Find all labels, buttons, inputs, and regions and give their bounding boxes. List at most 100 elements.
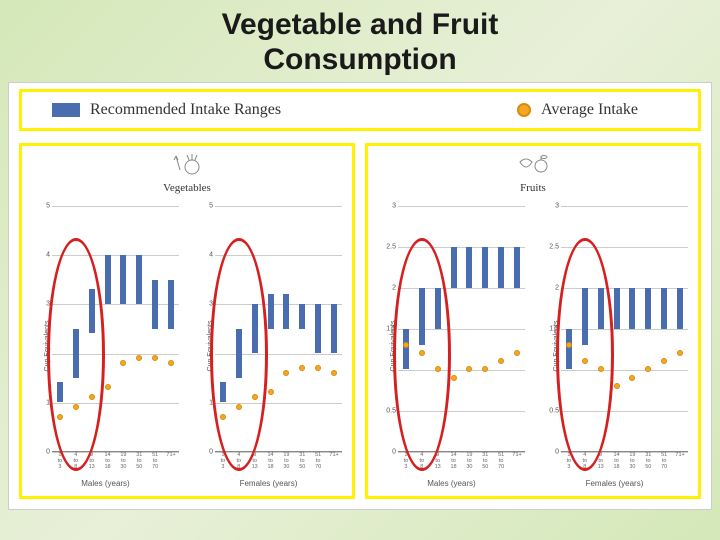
average-dot <box>498 358 504 364</box>
y-tick: 5 <box>40 203 50 210</box>
x-tick-label: 31 to 50 <box>640 452 656 470</box>
x-tick-label: 4 to 8 <box>231 452 247 470</box>
y-tick: 2.5 <box>386 244 396 251</box>
y-tick: 5 <box>203 203 213 210</box>
average-dot <box>677 350 683 356</box>
x-tick-label: 19 to 30 <box>462 452 478 470</box>
y-tick: 0.5 <box>386 408 396 415</box>
average-dot <box>252 394 258 400</box>
x-tick-label: 51 to 70 <box>493 452 509 470</box>
y-tick: 4 <box>40 252 50 259</box>
x-tick-label: 14 to 18 <box>609 452 625 470</box>
x-labels: 1 to 34 to 89 to 1314 to 1819 to 3031 to… <box>398 452 525 470</box>
plot-area <box>215 206 342 452</box>
average-dot <box>582 358 588 364</box>
average-dot <box>268 389 274 395</box>
x-tick-label: 71+ <box>163 452 179 470</box>
y-tick: 2 <box>203 350 213 357</box>
legend-average-label: Average Intake <box>541 101 638 119</box>
average-dot <box>236 404 242 410</box>
average-dot <box>466 366 472 372</box>
range-bar <box>89 289 95 333</box>
x-axis-title: Females (years) <box>535 479 694 488</box>
x-tick-label: 1 to 3 <box>52 452 68 470</box>
plot-area <box>561 206 688 452</box>
x-tick-label: 4 to 8 <box>68 452 84 470</box>
x-tick-label: 9 to 13 <box>430 452 446 470</box>
y-axis-label: Cup Equivalents <box>44 321 51 372</box>
range-bar <box>466 247 472 288</box>
x-tick-label: 31 to 50 <box>477 452 493 470</box>
x-tick-label: 71+ <box>326 452 342 470</box>
average-dot <box>419 350 425 356</box>
y-tick: 1 <box>40 399 50 406</box>
y-tick: 3 <box>203 301 213 308</box>
average-dot <box>73 404 79 410</box>
x-tick-label: 71+ <box>509 452 525 470</box>
range-bar <box>614 288 620 329</box>
range-bar <box>677 288 683 329</box>
range-bar <box>315 304 321 353</box>
range-bar <box>566 329 572 370</box>
y-tick: 1 <box>386 367 396 374</box>
x-tick-label: 4 to 8 <box>577 452 593 470</box>
y-tick: 0 <box>40 449 50 456</box>
panel-row: VegetablesCup Equivalents0123451 to 34 t… <box>19 143 701 499</box>
range-bar <box>419 288 425 345</box>
highlight-ellipse <box>556 238 614 471</box>
legend-recommended-label: Recommended Intake Ranges <box>90 101 281 119</box>
range-bar <box>661 288 667 329</box>
range-bar <box>645 288 651 329</box>
x-tick-label: 51 to 70 <box>310 452 326 470</box>
y-tick: 1.5 <box>386 326 396 333</box>
range-bar <box>252 304 258 353</box>
range-bar <box>451 247 457 288</box>
average-dot <box>661 358 667 364</box>
average-dot <box>629 375 635 381</box>
range-bar <box>482 247 488 288</box>
range-bar <box>168 280 174 329</box>
title-line-2: Consumption <box>263 43 456 76</box>
x-tick-label: 14 to 18 <box>263 452 279 470</box>
x-tick-label: 1 to 3 <box>561 452 577 470</box>
range-bar <box>105 255 111 304</box>
range-bar <box>73 329 79 378</box>
x-tick-label: 31 to 50 <box>131 452 147 470</box>
average-dot <box>136 355 142 361</box>
x-axis-title: Males (years) <box>26 479 185 488</box>
x-tick-label: 51 to 70 <box>147 452 163 470</box>
x-tick-label: 1 to 3 <box>215 452 231 470</box>
plot-area <box>398 206 525 452</box>
veg-icon <box>26 152 348 180</box>
chart: Cup Equivalents0123451 to 34 to 89 to 13… <box>26 200 185 492</box>
range-bar <box>236 329 242 378</box>
range-bar <box>435 288 441 329</box>
y-tick: 1 <box>203 399 213 406</box>
average-dot <box>89 394 95 400</box>
range-bar <box>331 304 337 353</box>
average-dot <box>403 342 409 348</box>
y-tick: 2 <box>40 350 50 357</box>
range-bar <box>498 247 504 288</box>
x-tick-label: 14 to 18 <box>446 452 462 470</box>
average-dot <box>220 414 226 420</box>
range-bar <box>268 294 274 328</box>
y-tick: 2 <box>386 285 396 292</box>
y-tick: 0 <box>386 449 396 456</box>
x-tick-label: 9 to 13 <box>84 452 100 470</box>
y-tick: 0.5 <box>549 408 559 415</box>
average-dot <box>482 366 488 372</box>
x-tick-label: 19 to 30 <box>625 452 641 470</box>
y-tick: 1.5 <box>549 326 559 333</box>
dot-swatch-icon <box>517 103 531 117</box>
page-title: Vegetable and Fruit Consumption <box>0 0 720 77</box>
average-dot <box>645 366 651 372</box>
x-tick-label: 1 to 3 <box>398 452 414 470</box>
range-bar <box>120 255 126 304</box>
x-tick-label: 14 to 18 <box>100 452 116 470</box>
average-dot <box>331 370 337 376</box>
average-dot <box>614 383 620 389</box>
average-dot <box>435 366 441 372</box>
plot-area <box>52 206 179 452</box>
range-bar <box>152 280 158 329</box>
